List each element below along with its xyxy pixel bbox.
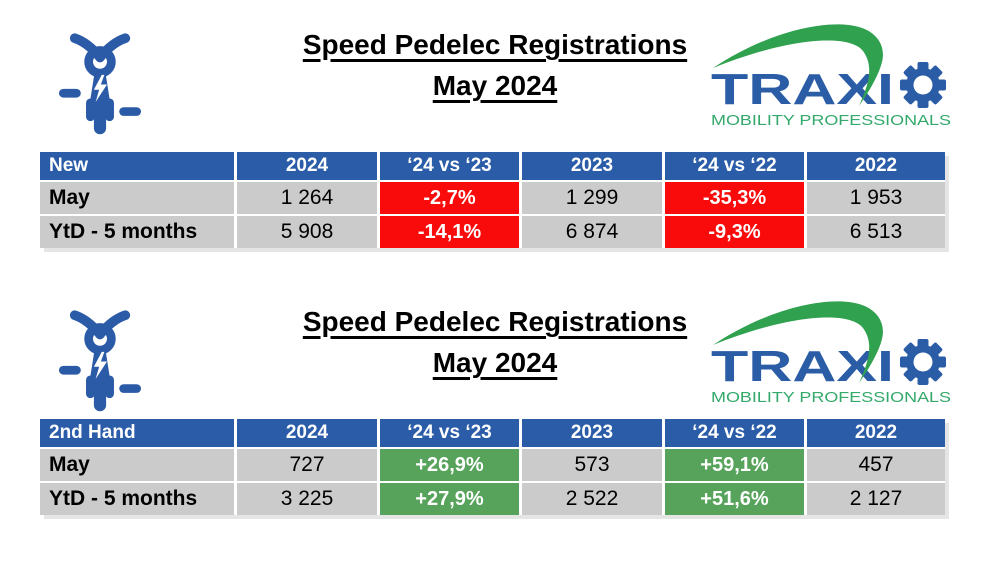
- value-cell: 2 127: [807, 483, 945, 515]
- header-cell: 2024: [237, 419, 377, 447]
- traxio-logo: TRAXI MOBILITY PR: [710, 299, 954, 406]
- row-label-cell: YtD - 5 months: [40, 483, 234, 515]
- row-label-cell: May: [40, 182, 234, 214]
- logo-swoosh: [713, 24, 883, 107]
- value-cell: 6 874: [522, 216, 662, 248]
- value-cell: 3 225: [237, 483, 377, 515]
- value-cell: 1 264: [237, 182, 377, 214]
- panel-title: Speed Pedelec Registrations May 2024: [225, 301, 765, 383]
- value-cell: 6 513: [807, 216, 945, 248]
- panel-2nd-hand: Speed Pedelec Registrations May 2024 TRA…: [0, 267, 1000, 537]
- logo-wordmark: TRAXI: [711, 342, 894, 391]
- panel-new: Speed Pedelec Registrations May 2024 TRA…: [0, 0, 1000, 270]
- logo-wordmark: TRAXI: [711, 65, 894, 114]
- value-cell: 457: [807, 449, 945, 481]
- logo-swoosh: [713, 301, 883, 383]
- header-cell: 2023: [522, 152, 662, 180]
- table-new: New 2024 ‘24 vs ‘23 2023 ‘24 vs ‘22 2022…: [40, 152, 945, 248]
- row-label-cell: YtD - 5 months: [40, 216, 234, 248]
- row-label-cell: May: [40, 449, 234, 481]
- gear-icon: [900, 62, 946, 108]
- delta-cell: +51,6%: [665, 483, 804, 515]
- title-line-1: Speed Pedelec Registrations: [302, 306, 688, 337]
- panel-title: Speed Pedelec Registrations May 2024: [225, 24, 765, 106]
- header-cell: ‘24 vs ‘22: [665, 419, 804, 447]
- delta-cell: -2,7%: [380, 182, 519, 214]
- delta-cell: +27,9%: [380, 483, 519, 515]
- header-cell: ‘24 vs ‘23: [380, 152, 519, 180]
- delta-cell: -14,1%: [380, 216, 519, 248]
- table-2nd-hand: 2nd Hand 2024 ‘24 vs ‘23 2023 ‘24 vs ‘22…: [40, 419, 945, 515]
- header-cell: 2022: [807, 152, 945, 180]
- traxio-logo: TRAXI MOBILITY PR: [710, 22, 954, 129]
- title-line-1: Speed Pedelec Registrations: [302, 29, 688, 60]
- header-cell: New: [40, 152, 234, 180]
- header-cell: ‘24 vs ‘22: [665, 152, 804, 180]
- delta-cell: -9,3%: [665, 216, 804, 248]
- header-cell: ‘24 vs ‘23: [380, 419, 519, 447]
- header-cell: 2024: [237, 152, 377, 180]
- value-cell: 727: [237, 449, 377, 481]
- value-cell: 2 522: [522, 483, 662, 515]
- header-cell: 2022: [807, 419, 945, 447]
- e-bike-icon: [58, 310, 142, 412]
- header-cell: 2nd Hand: [40, 419, 234, 447]
- e-bike-icon: [58, 33, 142, 135]
- value-cell: 1 299: [522, 182, 662, 214]
- logo-tagline: MOBILITY PROFESSIONALS: [711, 112, 951, 128]
- gear-icon: [900, 339, 946, 385]
- value-cell: 5 908: [237, 216, 377, 248]
- title-line-2: May 2024: [432, 347, 558, 378]
- value-cell: 1 953: [807, 182, 945, 214]
- delta-cell: -35,3%: [665, 182, 804, 214]
- delta-cell: +26,9%: [380, 449, 519, 481]
- header-cell: 2023: [522, 419, 662, 447]
- value-cell: 573: [522, 449, 662, 481]
- delta-cell: +59,1%: [665, 449, 804, 481]
- logo-tagline: MOBILITY PROFESSIONALS: [711, 389, 951, 405]
- title-line-2: May 2024: [432, 70, 558, 101]
